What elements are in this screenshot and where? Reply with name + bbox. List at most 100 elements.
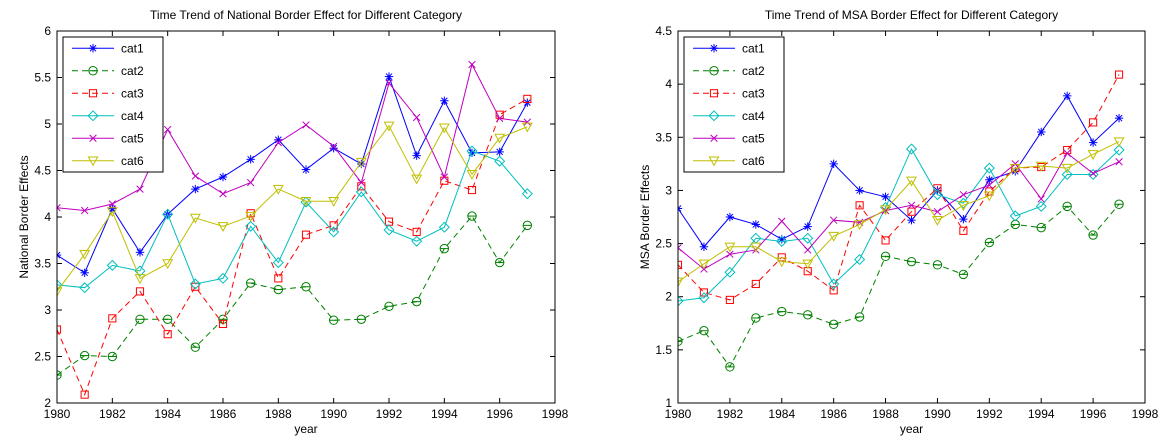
data-point-cat4	[328, 226, 340, 238]
data-point-cat4	[1035, 200, 1047, 212]
data-point-cat5	[163, 125, 172, 134]
data-point-cat4	[828, 278, 840, 290]
data-point-cat5-stroke	[959, 190, 968, 199]
y-tick-label: 6	[44, 24, 51, 38]
legend-marker-cat2	[88, 66, 98, 76]
y-tick-label: 3	[665, 183, 672, 197]
series-line-cat3	[57, 98, 528, 396]
data-point-cat1	[1114, 113, 1124, 123]
data-point-cat3	[907, 207, 916, 216]
data-point-cat2	[777, 306, 787, 317]
data-point-cat1	[135, 248, 145, 257]
chart-title: Time Trend of National Border Effect for…	[150, 8, 462, 22]
data-point-cat1	[699, 242, 709, 251]
data-point-cat5	[829, 216, 838, 224]
x-tick-label: 1982	[717, 407, 744, 421]
data-point-cat1-stroke	[468, 149, 476, 157]
data-point-cat1-stroke	[752, 221, 760, 228]
x-tick-label: 1994	[1028, 407, 1055, 421]
data-point-cat5-stroke	[829, 216, 838, 224]
data-point-cat3	[777, 253, 786, 262]
data-point-cat1	[881, 192, 890, 202]
data-point-cat1	[495, 147, 504, 157]
data-point-cat5	[136, 185, 144, 193]
data-point-cat1-stroke	[726, 213, 734, 221]
data-point-cat5-stroke	[726, 250, 734, 258]
data-point-cat2	[932, 260, 943, 270]
data-point-cat2	[328, 315, 339, 325]
data-point-cat5-stroke	[804, 246, 812, 254]
data-point-cat4	[217, 272, 229, 284]
data-point-cat5	[468, 60, 476, 69]
y-tick-label: 5	[44, 117, 51, 131]
x-tick-label: 1996	[1080, 407, 1107, 421]
data-point-cat1	[329, 143, 338, 153]
data-point-cat5	[57, 203, 61, 212]
x-tick-label: 1996	[486, 407, 513, 421]
data-point-cat4	[698, 292, 710, 304]
data-point-cat1-stroke	[960, 215, 967, 223]
data-point-cat6	[1035, 161, 1047, 172]
data-point-cat4	[983, 162, 995, 174]
data-point-cat4	[245, 220, 257, 232]
legend-label-cat4: cat4	[742, 109, 765, 123]
data-point-cat5	[495, 114, 504, 123]
legend-marker-cat4	[708, 110, 720, 122]
data-point-cat4	[106, 259, 118, 271]
y-tick-label: 3.5	[34, 257, 51, 271]
legend-label-cat2: cat2	[121, 64, 144, 78]
data-point-cat5-stroke	[1089, 169, 1097, 178]
data-point-cat5-stroke	[495, 114, 504, 123]
y-tick-label: 5.5	[34, 71, 51, 85]
data-point-cat5	[440, 173, 449, 181]
data-point-cat2	[301, 282, 311, 292]
data-point-cat3	[274, 274, 283, 283]
data-point-cat2	[678, 336, 683, 347]
y-axis-label: MSA Border Effects	[638, 165, 652, 270]
data-point-cat6	[162, 259, 174, 270]
data-point-cat1	[959, 214, 968, 224]
data-point-cat1	[678, 204, 683, 213]
data-point-cat5-stroke	[80, 206, 89, 215]
legend-marker-cat6	[708, 156, 720, 167]
data-point-cat3	[218, 319, 228, 329]
data-point-cat6	[79, 250, 91, 260]
data-point-cat5-stroke	[440, 173, 449, 181]
x-tick-label: 1984	[154, 407, 181, 421]
data-point-cat2	[958, 269, 969, 280]
data-point-cat3	[467, 185, 477, 195]
x-tick-label: 1994	[431, 407, 458, 421]
x-tick-label: 1990	[924, 407, 951, 421]
data-point-cat5	[907, 201, 916, 210]
data-point-cat6	[983, 191, 995, 202]
data-point-cat1	[57, 250, 62, 260]
data-point-cat1-stroke	[1037, 128, 1045, 136]
x-axis-label: year	[294, 422, 317, 436]
data-point-cat4	[776, 235, 788, 247]
data-point-cat2	[107, 351, 118, 362]
legend-label-cat1: cat1	[742, 41, 765, 55]
data-point-cat1-stroke	[219, 173, 227, 181]
data-point-cat5-stroke	[985, 181, 994, 189]
msa-border-chart: 1980 1982 1984 1986 1988 1990 1992 1994 1996 1998…	[638, 8, 1159, 436]
data-point-cat3	[108, 314, 117, 323]
data-point-cat1-stroke	[882, 193, 889, 201]
data-point-cat6	[880, 205, 892, 216]
legend-label-cat4: cat4	[121, 109, 144, 123]
data-point-cat5	[329, 142, 338, 151]
y-tick-label: 4	[44, 210, 51, 224]
data-point-cat2	[522, 220, 533, 231]
y-axis-label: National Border Effects	[17, 155, 31, 278]
legend: cat1 cat2 cat3 cat4 cat5 cat6	[683, 36, 785, 173]
data-point-cat6	[1061, 163, 1073, 174]
data-point-cat6	[383, 121, 395, 132]
data-point-cat5	[1089, 169, 1097, 178]
data-point-cat6	[494, 133, 506, 144]
data-point-cat3	[412, 227, 421, 236]
data-point-cat2	[984, 237, 995, 248]
data-point-cat4	[272, 257, 284, 269]
data-point-cat5	[933, 207, 942, 216]
data-point-cat2	[751, 313, 761, 323]
data-point-cat1	[246, 155, 255, 164]
